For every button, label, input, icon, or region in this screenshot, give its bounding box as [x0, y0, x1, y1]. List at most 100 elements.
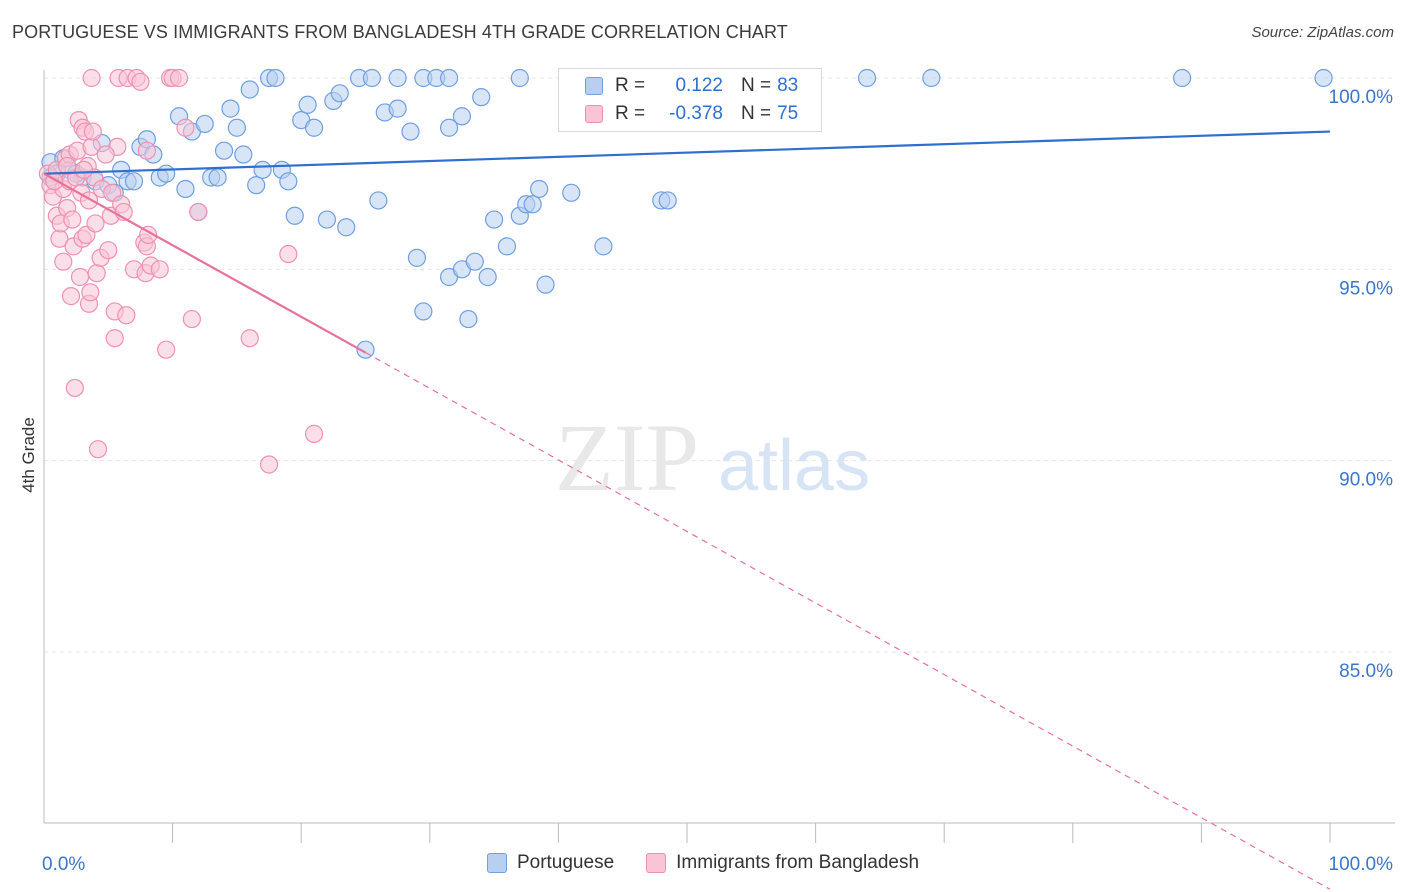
- data-point: [536, 275, 555, 294]
- legend-label: Immigrants from Bangladesh: [676, 852, 920, 873]
- y-tick-label: 95.0%: [1339, 278, 1393, 299]
- data-point: [88, 440, 108, 459]
- chart-title: PORTUGUESE VS IMMIGRANTS FROM BANGLADESH…: [12, 22, 788, 42]
- data-point: [176, 179, 195, 199]
- data-point: [70, 267, 90, 287]
- data-point: [150, 260, 169, 279]
- data-point: [96, 145, 115, 164]
- legend-swatch-bangladesh: [646, 853, 667, 873]
- legend-label: Portuguese: [516, 852, 615, 873]
- data-point: [253, 160, 272, 179]
- data-point: [266, 68, 285, 88]
- data-point: [356, 340, 375, 359]
- data-point: [414, 302, 433, 321]
- data-point: [304, 424, 324, 443]
- data-point: [157, 164, 176, 183]
- r-label: R =: [615, 103, 646, 124]
- data-point: [105, 329, 124, 348]
- data-point: [139, 225, 158, 244]
- data-point: [131, 72, 150, 91]
- stats-row-portuguese: R = 0.122 N = 83: [559, 73, 798, 99]
- x-tick-label: 0.0%: [42, 854, 85, 875]
- data-point: [234, 145, 253, 164]
- stats-legend: R = 0.122 N = 83 R = -0.378 N = 75: [558, 68, 822, 132]
- r-label: R =: [615, 75, 646, 96]
- data-point: [124, 172, 144, 191]
- data-point: [137, 141, 156, 160]
- data-point: [117, 306, 136, 325]
- y-tick-label: 85.0%: [1339, 661, 1393, 682]
- data-point: [81, 283, 100, 302]
- data-point: [195, 114, 214, 134]
- watermark-zip: ZIP: [555, 404, 699, 511]
- data-point: [279, 244, 298, 264]
- data-point: [362, 68, 382, 88]
- swatch-bangladesh: [585, 105, 603, 123]
- data-point: [337, 218, 356, 237]
- data-point: [1173, 68, 1192, 88]
- data-point: [452, 107, 472, 126]
- data-point: [61, 287, 81, 306]
- data-point: [478, 267, 497, 287]
- data-point: [401, 122, 420, 141]
- data-point: [157, 340, 176, 359]
- data-point: [279, 172, 298, 191]
- data-point: [459, 309, 478, 329]
- legend-swatch-portuguese: [486, 853, 507, 873]
- data-point: [1314, 68, 1333, 88]
- trend-line-bangladesh: [43, 172, 367, 354]
- data-point: [99, 241, 118, 260]
- data-point: [523, 195, 542, 214]
- data-point: [285, 206, 304, 225]
- data-point: [485, 210, 504, 229]
- legend-item-bangladesh[interactable]: Immigrants from Bangladesh: [646, 852, 919, 874]
- data-point: [259, 455, 279, 474]
- data-point: [189, 202, 208, 222]
- data-point: [510, 68, 529, 88]
- data-point: [227, 118, 246, 137]
- data-point: [221, 99, 240, 118]
- tick-labels: 100.0% 95.0% 90.0% 85.0% 0.0% 100.0%: [42, 87, 1393, 875]
- legend-item-portuguese[interactable]: Portuguese: [486, 852, 615, 874]
- axes: [43, 70, 1395, 843]
- data-point: [369, 191, 388, 210]
- data-point: [530, 179, 549, 199]
- n-value: 83: [777, 75, 799, 96]
- data-point: [388, 99, 407, 118]
- x-tick-label: 100.0%: [1329, 854, 1394, 875]
- data-point: [87, 264, 106, 283]
- data-point: [857, 68, 877, 88]
- r-value: 0.122: [675, 75, 723, 96]
- data-point: [247, 176, 266, 195]
- y-tick-label: 100.0%: [1329, 87, 1394, 108]
- data-point: [182, 309, 201, 329]
- data-point: [594, 237, 613, 256]
- data-point: [922, 68, 941, 88]
- data-point: [472, 88, 491, 107]
- data-point: [63, 210, 82, 229]
- watermark-atlas: atlas: [718, 426, 870, 506]
- data-point: [86, 214, 105, 233]
- data-point: [298, 95, 317, 114]
- data-point: [176, 118, 195, 137]
- series-legend: Portuguese Immigrants from Bangladesh: [0, 852, 1406, 874]
- swatch-portuguese: [585, 77, 603, 95]
- data-point: [304, 118, 324, 137]
- data-point: [65, 378, 84, 398]
- source-label: Source: ZipAtlas.com: [1251, 24, 1394, 41]
- data-point: [208, 168, 227, 187]
- data-point: [83, 122, 102, 141]
- data-point: [169, 68, 189, 88]
- data-point: [658, 191, 677, 210]
- data-point: [74, 160, 93, 179]
- trend-lines: [43, 130, 1331, 890]
- stats-row-bangladesh: R = -0.378 N = 75: [559, 101, 798, 127]
- data-point: [407, 248, 427, 267]
- data-point: [439, 68, 459, 88]
- data-point: [240, 80, 259, 99]
- data-point: [317, 210, 337, 229]
- data-point: [562, 183, 581, 202]
- r-value: -0.378: [669, 103, 723, 124]
- data-point: [54, 252, 73, 271]
